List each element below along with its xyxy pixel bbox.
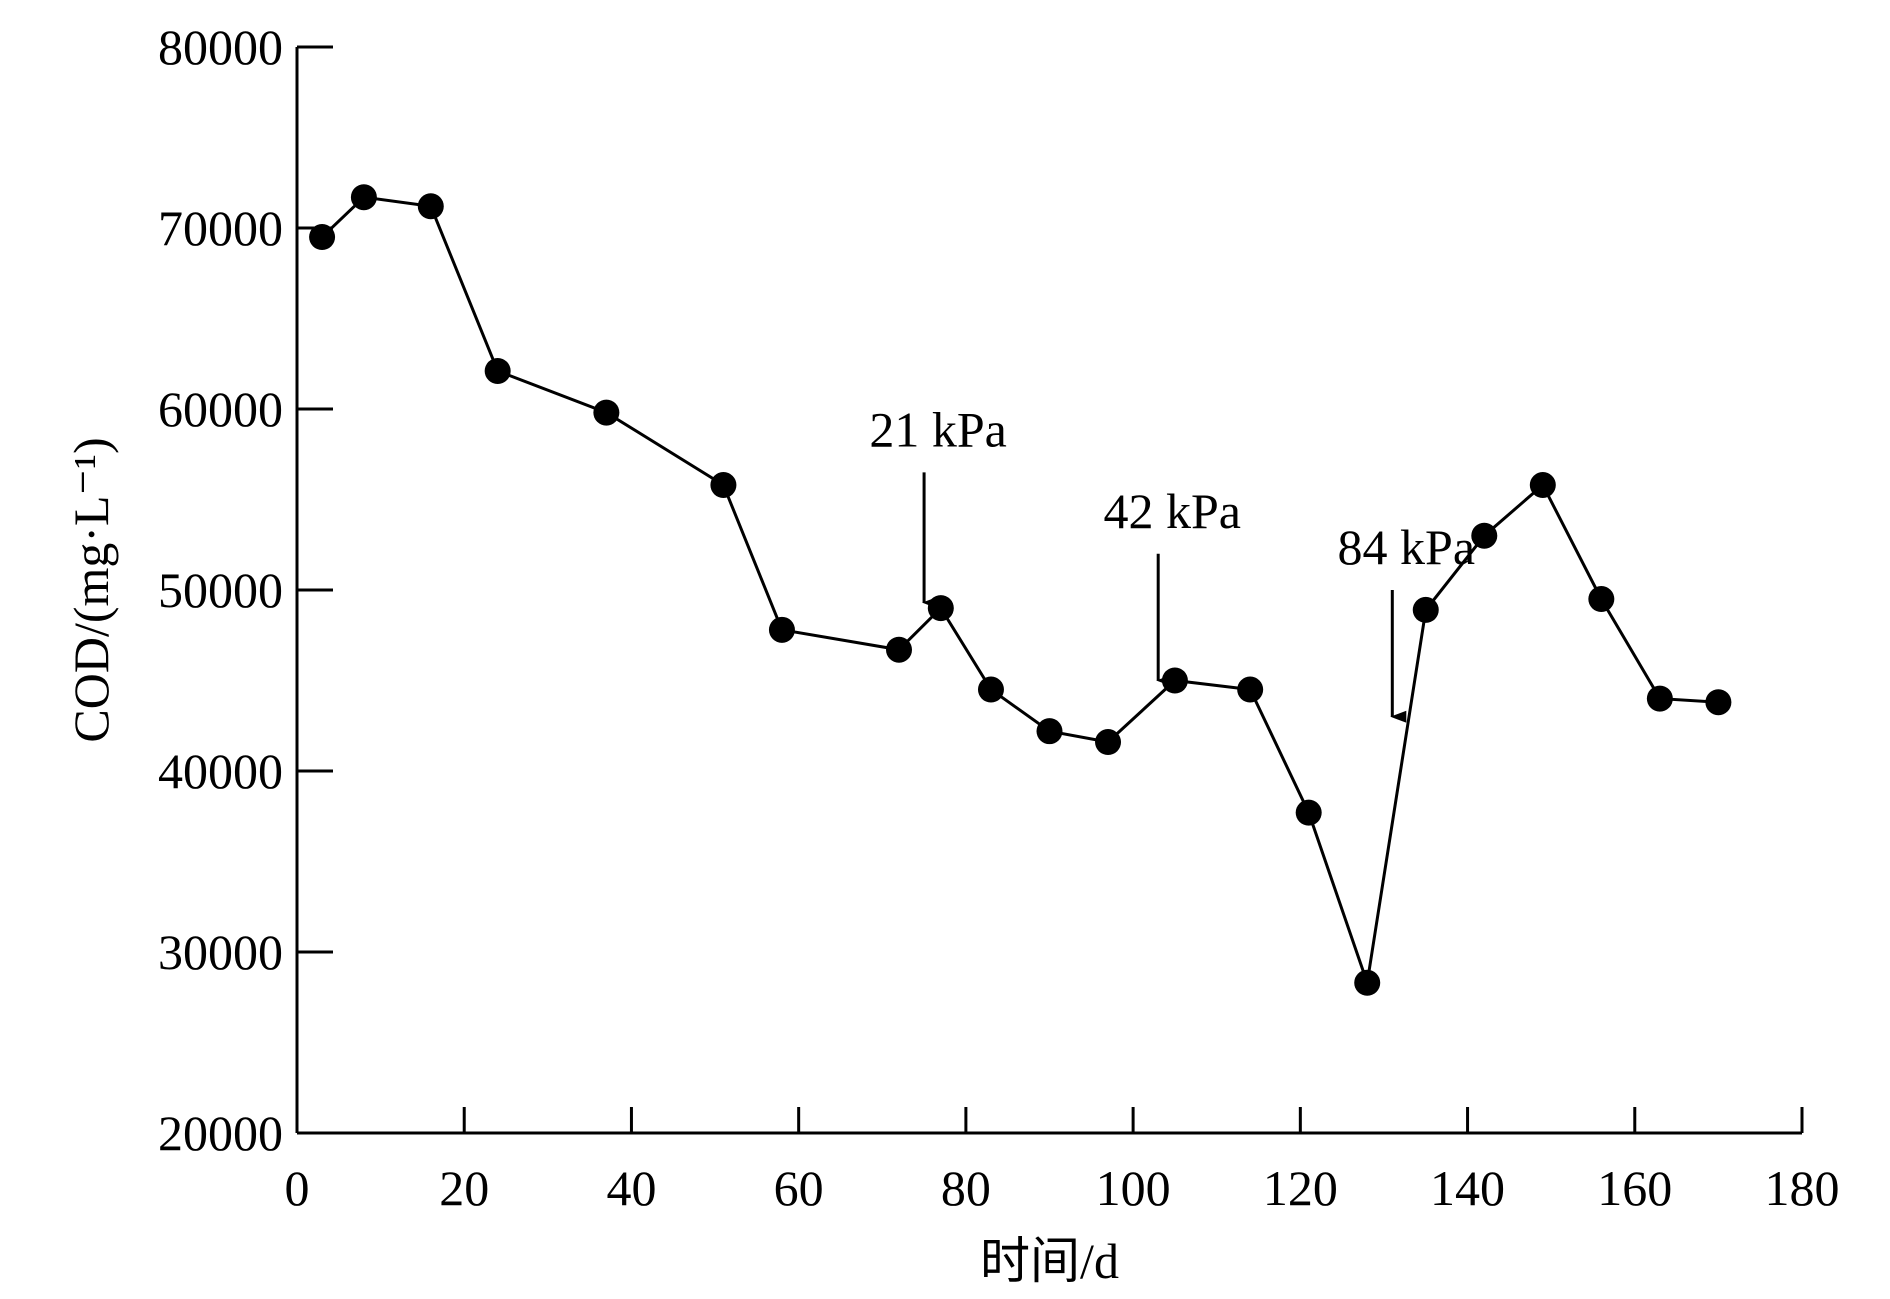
data-point (886, 636, 912, 663)
data-point (927, 595, 954, 622)
annotation-label: 42 kPa (1103, 483, 1241, 539)
data-point (1705, 689, 1732, 716)
data-point (417, 193, 444, 220)
x-tick-label: 0 (285, 1160, 310, 1216)
data-point (309, 224, 336, 251)
data-point (1295, 799, 1322, 826)
data-point (1588, 586, 1615, 613)
data-point (484, 357, 511, 384)
x-tick-label: 40 (606, 1160, 656, 1216)
y-tick-label: 80000 (158, 19, 283, 75)
x-tick-label: 160 (1597, 1160, 1672, 1216)
x-tick-label: 180 (1765, 1160, 1840, 1216)
axes: 0 20 40 60 80 100 120 140 160 180 20000 30000 40000 5… (158, 19, 1840, 1216)
data-point (1161, 667, 1188, 694)
data-point (1354, 969, 1381, 996)
x-tick-label: 80 (941, 1160, 991, 1216)
y-tick-label: 20000 (158, 1105, 283, 1161)
y-axis-label: COD/(mg·L⁻¹) (63, 437, 119, 742)
y-tick-label: 40000 (158, 743, 283, 799)
data-point (1036, 718, 1063, 745)
data-point (977, 676, 1004, 703)
data-point (593, 399, 620, 426)
x-axis-label: 时间/d (980, 1233, 1119, 1289)
x-tick-label: 20 (439, 1160, 489, 1216)
y-tick-label: 50000 (158, 562, 283, 618)
data-point (1646, 685, 1673, 712)
data-point (350, 184, 377, 211)
y-tick-label: 30000 (158, 924, 283, 980)
data-point (768, 616, 795, 643)
y-tick-label: 70000 (158, 200, 283, 256)
data-point (1471, 522, 1498, 549)
x-tick-label: 120 (1263, 1160, 1338, 1216)
data-point (1237, 676, 1264, 703)
y-tick-label: 60000 (158, 381, 283, 437)
data-point (1412, 596, 1439, 623)
annotation-label: 21 kPa (869, 401, 1007, 457)
series-line (321, 195, 1719, 984)
x-tick-label: 140 (1430, 1160, 1505, 1216)
annotations-layer: 21 kPa 42 kPa 84 kPa (869, 401, 1476, 723)
annotation-label: 84 kPa (1338, 519, 1476, 575)
data-point (710, 472, 737, 499)
series-layer (309, 184, 1732, 996)
x-tick-label: 100 (1096, 1160, 1171, 1216)
data-point (1095, 729, 1122, 756)
x-tick-label: 60 (774, 1160, 824, 1216)
data-point (1529, 472, 1556, 499)
